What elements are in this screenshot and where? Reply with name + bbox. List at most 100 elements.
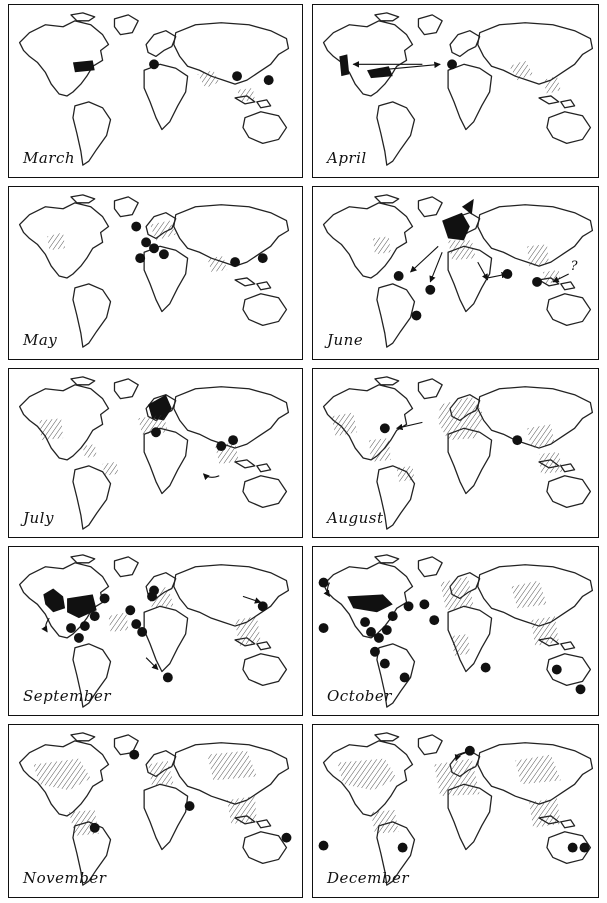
hatched-region [331, 412, 358, 437]
occurrence-region [367, 66, 393, 79]
event-dot [318, 840, 329, 851]
event-dot [551, 664, 562, 675]
event-dot [66, 623, 76, 633]
event-dot [447, 59, 457, 70]
map-panel-april: April [312, 4, 599, 178]
movement-arrow [410, 245, 439, 273]
movement-arrow [145, 657, 159, 671]
event-dot [360, 617, 371, 628]
event-dot [318, 623, 329, 633]
world-map [18, 12, 290, 166]
event-dot [131, 619, 142, 630]
movement-arrow [454, 752, 467, 762]
month-label: June [327, 331, 364, 349]
hatched-region [237, 88, 255, 102]
hatched-region [82, 444, 97, 458]
hatched-region [138, 414, 168, 435]
hatched-region [197, 70, 220, 89]
hatched-region [509, 60, 534, 81]
month-label: March [23, 149, 76, 167]
event-dot [399, 672, 410, 683]
world-map [318, 732, 594, 886]
event-dot [429, 615, 440, 626]
hatched-region [448, 240, 476, 261]
movement-arrow [202, 473, 220, 481]
hatched-region [235, 616, 261, 646]
event-dot [575, 684, 586, 695]
event-dot [502, 269, 513, 279]
month-label: May [23, 331, 58, 349]
hatched-region [440, 576, 474, 611]
event-dot [137, 627, 148, 637]
world-map [18, 376, 290, 530]
event-dot [381, 625, 392, 635]
event-dot [263, 75, 274, 86]
movement-arrow [552, 273, 569, 283]
occurrence-region [148, 394, 172, 421]
event-dot [281, 832, 292, 843]
event-dot [512, 435, 523, 446]
hatched-region [438, 396, 484, 441]
hatched-region [150, 220, 176, 241]
map-panel-may: May [8, 186, 303, 360]
hatched-region [452, 633, 470, 656]
event-dot [151, 427, 161, 438]
hatched-region [372, 236, 391, 255]
movement-arrow [41, 617, 50, 633]
event-dot [158, 249, 169, 260]
hatched-region [527, 424, 555, 449]
map-panel-october: October [312, 546, 599, 716]
event-dot [141, 237, 152, 248]
hatched-region [511, 580, 547, 609]
event-dot [184, 801, 195, 811]
movement-arrow [242, 595, 262, 604]
event-dot [129, 749, 140, 760]
movement-arrow [477, 261, 489, 281]
month-label: September [23, 687, 112, 705]
map-panel-september: September [8, 546, 303, 716]
event-dot [387, 611, 398, 622]
movement-arrow [323, 582, 330, 597]
event-dot [480, 662, 491, 673]
hatched-region [207, 256, 228, 273]
event-dot [89, 611, 100, 622]
world-map [318, 554, 594, 708]
map-panel-june: ? June [312, 186, 599, 360]
event-dot [257, 601, 268, 612]
event-dot [135, 253, 146, 264]
event-dot [366, 627, 376, 637]
hatched-region [542, 270, 561, 284]
world-map: ? [322, 194, 594, 348]
occurrence-region [43, 588, 66, 613]
hatched-region [370, 810, 399, 834]
question-mark: ? [571, 259, 578, 274]
event-dot [425, 284, 436, 295]
hatched-region [102, 461, 119, 476]
occurrence-region [347, 594, 393, 613]
hatched-region [529, 798, 561, 828]
event-dot [370, 646, 380, 657]
event-dot [393, 271, 404, 281]
hatched-region [207, 750, 257, 781]
event-dot [125, 605, 136, 616]
month-label: November [23, 869, 107, 887]
event-dot [373, 632, 384, 643]
map-panel-july: July [8, 368, 303, 538]
event-dot [257, 253, 268, 264]
event-dot [419, 599, 430, 610]
hatched-region [527, 244, 549, 267]
event-dot [216, 441, 227, 452]
event-dot [403, 601, 414, 612]
world-map [322, 12, 594, 166]
occurrence-region [339, 54, 350, 77]
world-map [18, 554, 290, 708]
event-dot [397, 842, 408, 853]
event-dot [230, 257, 241, 268]
month-label: December [327, 869, 410, 887]
event-dot [149, 243, 159, 254]
map-panel-december: December [312, 724, 599, 898]
event-dot [532, 276, 542, 287]
world-map [18, 194, 290, 348]
hatched-region [539, 452, 563, 474]
event-dot [567, 842, 578, 853]
